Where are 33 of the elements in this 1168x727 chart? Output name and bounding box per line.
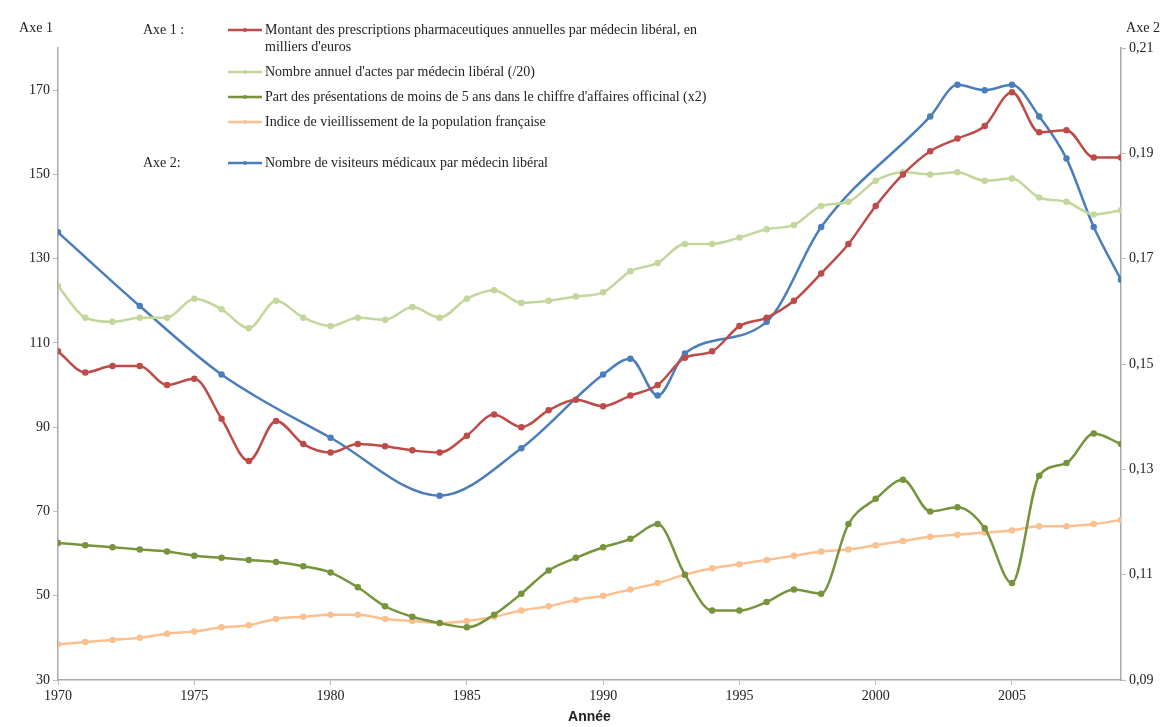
- y-tick-label: 50: [36, 587, 50, 603]
- legend-label: Nombre annuel d'actes par médecin libéral (/20): [265, 63, 536, 80]
- x-tick-label: 2000: [861, 688, 890, 704]
- legend-label: Part des présentations de moins de 5 ans dans le chiffre d'affaires officinal (x2): [265, 88, 707, 105]
- y-tick-label: 130: [29, 250, 50, 266]
- y-tick-label: 70: [36, 503, 50, 519]
- x-tick-label: 1990: [589, 688, 618, 704]
- y2-tick-label: 0,21: [1129, 39, 1154, 55]
- legend-label: Indice de vieillissement de la population française: [265, 113, 546, 129]
- x-tick-label: 1970: [44, 688, 72, 704]
- legend-label: Montant des prescriptions pharmaceutiques annuelles par médecin libéral, en milliers d'euros: [265, 21, 697, 54]
- text: Axe 1 :: [143, 21, 185, 37]
- y2-tick-label: 0,17: [1129, 250, 1154, 266]
- x-tick-label: 1980: [316, 688, 345, 704]
- y-tick-label: 90: [36, 418, 50, 434]
- x-tick-label: 2005: [997, 688, 1026, 704]
- y-tick-label: 170: [29, 81, 50, 97]
- y-tick-label: 30: [36, 671, 50, 687]
- annotation: Axe 2:: [143, 154, 181, 170]
- y2-tick-label: 0,11: [1129, 566, 1153, 582]
- y-axis-title: Axe 1: [19, 19, 53, 35]
- x-axis-title: Année: [568, 707, 612, 724]
- x-tick-label: 1995: [725, 688, 754, 704]
- y-tick-label: 110: [29, 334, 50, 350]
- x-tick-label: 1985: [452, 688, 481, 704]
- y-tick-label: 150: [29, 166, 50, 182]
- y2-tick-label: 0,19: [1129, 145, 1154, 161]
- y2-axis-title: Axe 2: [1126, 19, 1160, 35]
- y2-tick-label: 0,13: [1129, 461, 1154, 477]
- x-tick-label: 1975: [180, 688, 209, 704]
- y2-tick-label: 0,15: [1129, 355, 1154, 371]
- legend-label: Nombre de visiteurs médicaux par médecin libéral: [265, 154, 549, 170]
- y2-tick-label: 0,09: [1129, 671, 1154, 687]
